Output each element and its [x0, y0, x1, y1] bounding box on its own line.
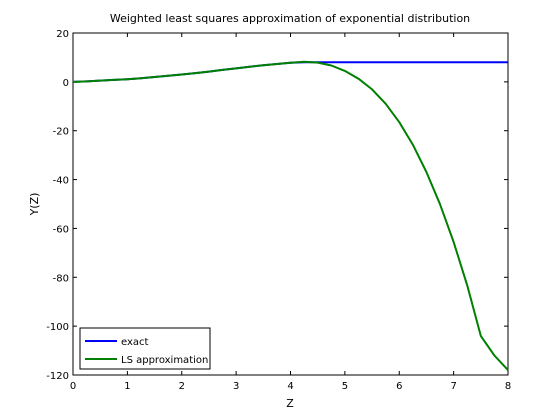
legend-label-exact: exact	[121, 337, 149, 348]
x-tick-label: 7	[450, 381, 456, 392]
y-tick-label: -40	[53, 176, 69, 187]
x-tick-label: 3	[233, 381, 239, 392]
legend-box	[79, 327, 211, 370]
axes-box	[72, 32, 509, 376]
axis-ticks: 0 1 2 3 4 5 6 7 8 20 0 -20 -40 -60 -80 -100 -120	[46, 29, 511, 392]
x-tick-label: 8	[505, 381, 511, 392]
series-lines	[72, 60, 509, 371]
legend-label-ls-approximation: LS approximation	[121, 355, 208, 366]
x-tick-label: 5	[342, 381, 348, 392]
plot-area: 0 1 2 3 4 5 6 7 8 20 0 -20 -40 -60 -80 -100 -120	[46, 29, 511, 392]
y-tick-label: -80	[53, 273, 69, 284]
x-tick-label: 1	[124, 381, 130, 392]
y-tick-label: -20	[53, 127, 69, 138]
y-tick-label: -100	[46, 322, 69, 333]
y-tick-label: 0	[63, 78, 69, 89]
y-tick-label: -120	[46, 371, 69, 382]
x-axis-label: Z	[286, 397, 294, 410]
x-tick-label: 2	[179, 381, 185, 392]
x-tick-label: 0	[70, 381, 76, 392]
chart-title: Weighted least squares approximation of …	[110, 12, 470, 25]
y-tick-label: -60	[53, 224, 69, 235]
legend: exact LS approximation	[79, 327, 211, 370]
x-tick-label: 6	[396, 381, 402, 392]
x-tick-label: 4	[287, 381, 293, 392]
series-line-ls-approximation	[72, 60, 509, 371]
y-tick-label: 20	[56, 29, 69, 40]
y-axis-label: Y(Z)	[28, 193, 41, 217]
